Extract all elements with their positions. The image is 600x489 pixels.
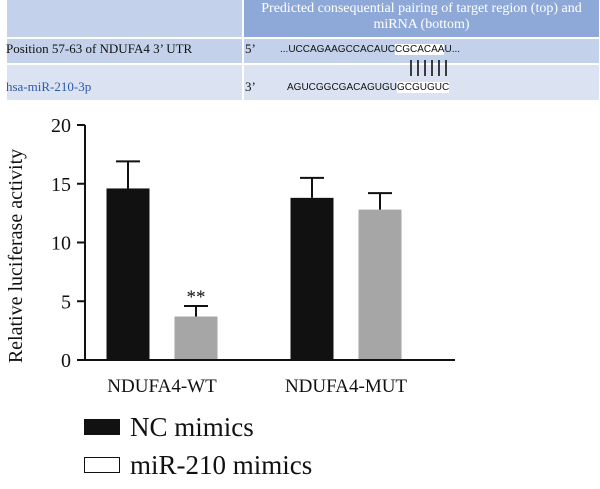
mirna-seq-pre: AGUCGGCGACAGUGU bbox=[287, 82, 398, 93]
pairing-header: Predicted consequential pairing of targe… bbox=[244, 0, 599, 37]
bar-ndufa4-wt-series-0 bbox=[106, 188, 150, 360]
x-category-label: NDUFA4-WT bbox=[107, 376, 217, 397]
error-bars bbox=[116, 160, 392, 317]
bar-ndufa4-mut-series-0 bbox=[290, 197, 334, 360]
bar-ndufa4-wt-series-1 bbox=[174, 316, 218, 360]
mirna-row-left bbox=[7, 65, 242, 100]
mirna-seed-site: GCGUGUC bbox=[397, 82, 450, 93]
y-tick-label: 0 bbox=[61, 350, 71, 372]
target-seed-site: CGCACAA bbox=[395, 44, 445, 55]
y-tick-label: 5 bbox=[61, 291, 71, 313]
luciferase-bar-chart: Relative luciferase activity 0 5 10 15 20 ND… bbox=[5, 115, 455, 397]
header-blank-cell bbox=[7, 0, 242, 37]
significance-markers: ** bbox=[187, 287, 206, 308]
legend-item-nc-mimics: NC mimics bbox=[84, 408, 312, 446]
target-sequence: ...UCCAGAAGCCACAUCCGCACAAU... bbox=[280, 44, 460, 55]
target-seq-post: U... bbox=[444, 44, 461, 55]
y-axis-ticks: 0 5 10 15 20 bbox=[51, 115, 85, 372]
legend-swatch-nc-mimics bbox=[84, 419, 120, 435]
target-seq-pre: ...UCCAGAAGCCACAUC bbox=[280, 44, 396, 55]
legend-label-nc-mimics: NC mimics bbox=[130, 411, 254, 442]
legend-swatch-mir210-mimics bbox=[84, 457, 120, 473]
bar-ndufa4-mut-series-1 bbox=[358, 209, 402, 360]
y-tick-label: 10 bbox=[51, 233, 71, 255]
legend-label-mir210-mimics: miR-210 mimics bbox=[130, 449, 313, 480]
y-tick-label: 20 bbox=[51, 115, 71, 137]
legend: NC mimics miR-210 mimics bbox=[84, 408, 312, 484]
x-category-label: NDUFA4-MUT bbox=[285, 376, 407, 397]
y-tick-label: 15 bbox=[51, 174, 71, 196]
five-prime-label: 5’ bbox=[245, 41, 256, 56]
mirna-name-label: hsa-miR-210-3p bbox=[6, 79, 92, 94]
three-prime-label: 3’ bbox=[245, 79, 256, 94]
base-pairing-lines bbox=[410, 60, 447, 76]
legend-item-mir210-mimics: miR-210 mimics bbox=[84, 446, 312, 484]
x-axis-categories: NDUFA4-WT NDUFA4-MUT bbox=[107, 376, 407, 397]
y-axis-label: Relative luciferase activity bbox=[5, 149, 27, 363]
target-region-label: Position 57-63 of NDUFA4 3’ UTR bbox=[6, 41, 193, 56]
target-row-left bbox=[7, 39, 242, 63]
bars bbox=[106, 188, 402, 360]
significance-label: ** bbox=[187, 287, 206, 308]
mirna-sequence: AGUCGGCGACAGUGUGCGUGUC bbox=[287, 82, 450, 93]
